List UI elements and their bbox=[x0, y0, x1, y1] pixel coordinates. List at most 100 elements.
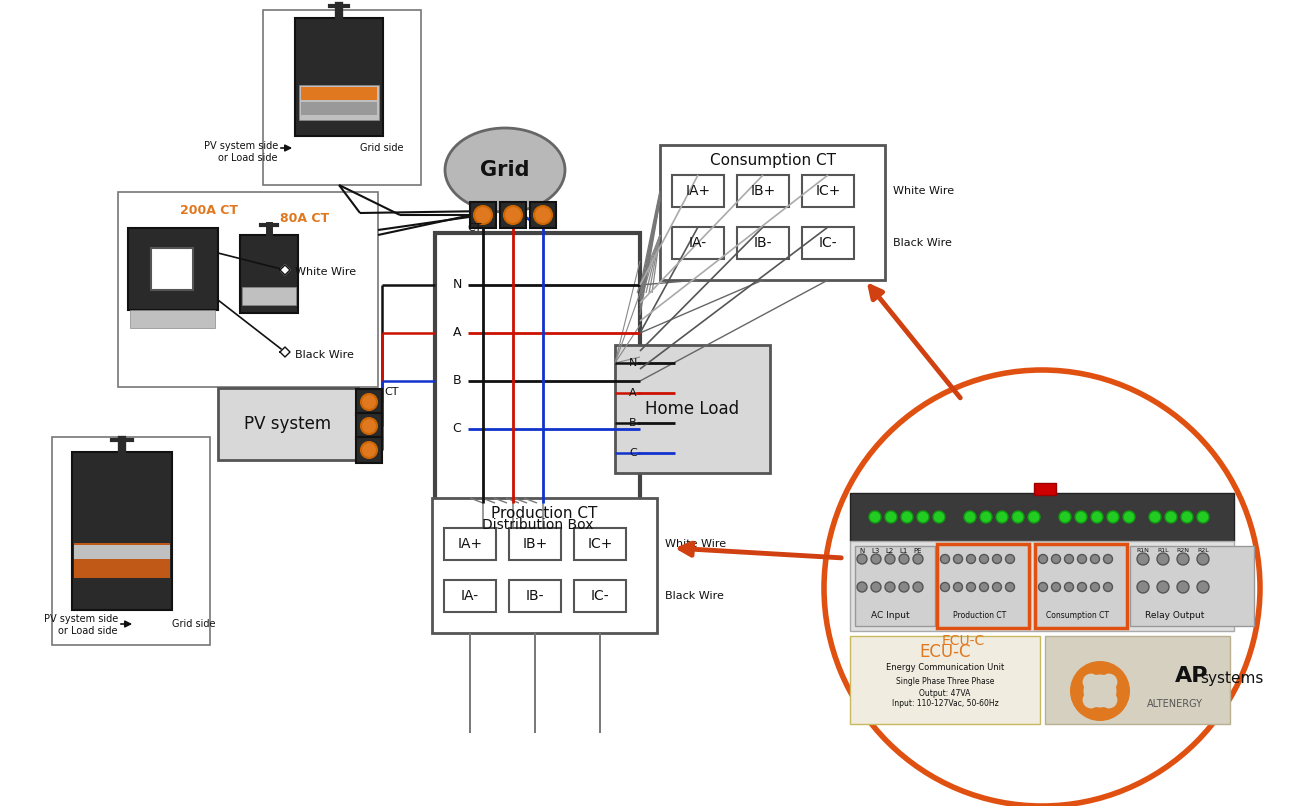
Circle shape bbox=[1065, 583, 1074, 592]
Bar bbox=[357, 389, 382, 415]
Bar bbox=[357, 413, 382, 439]
Circle shape bbox=[980, 511, 992, 523]
Circle shape bbox=[1165, 511, 1177, 523]
Bar bbox=[130, 310, 215, 328]
Text: Home Load: Home Load bbox=[645, 400, 740, 418]
Circle shape bbox=[1091, 583, 1099, 592]
Circle shape bbox=[1083, 674, 1100, 691]
Text: L3: L3 bbox=[871, 548, 880, 554]
Circle shape bbox=[534, 206, 551, 224]
Circle shape bbox=[1005, 555, 1015, 563]
Circle shape bbox=[1137, 581, 1149, 593]
Text: R2N: R2N bbox=[1177, 549, 1190, 554]
Text: Black Wire: Black Wire bbox=[665, 591, 724, 601]
Circle shape bbox=[1091, 511, 1103, 523]
Bar bbox=[850, 493, 1234, 541]
Text: White Wire: White Wire bbox=[665, 539, 726, 549]
Text: AP: AP bbox=[1175, 666, 1208, 686]
Circle shape bbox=[996, 511, 1008, 523]
Bar bbox=[151, 248, 193, 290]
Bar bbox=[672, 227, 724, 259]
Text: ALTENERGY: ALTENERGY bbox=[1148, 699, 1203, 709]
Circle shape bbox=[1177, 581, 1188, 593]
Bar bbox=[240, 235, 297, 313]
Circle shape bbox=[992, 583, 1001, 592]
Circle shape bbox=[1070, 661, 1130, 721]
Circle shape bbox=[1157, 581, 1169, 593]
Bar bbox=[218, 388, 358, 460]
Circle shape bbox=[1177, 553, 1188, 565]
Circle shape bbox=[1065, 555, 1074, 563]
Ellipse shape bbox=[445, 128, 565, 212]
Circle shape bbox=[1149, 511, 1161, 523]
Text: C: C bbox=[629, 448, 637, 458]
Text: IA-: IA- bbox=[461, 589, 479, 603]
Circle shape bbox=[361, 418, 376, 434]
Bar bbox=[301, 87, 376, 100]
Bar bbox=[530, 202, 555, 228]
Circle shape bbox=[1198, 511, 1209, 523]
Bar bbox=[53, 437, 211, 645]
Bar bbox=[443, 528, 496, 560]
Text: Input: 110-127Vac, 50-60Hz: Input: 110-127Vac, 50-60Hz bbox=[892, 700, 999, 708]
Circle shape bbox=[871, 582, 880, 592]
Circle shape bbox=[1012, 511, 1024, 523]
Circle shape bbox=[901, 511, 913, 523]
Circle shape bbox=[966, 555, 975, 563]
Bar bbox=[436, 233, 640, 503]
Text: L1: L1 bbox=[900, 548, 908, 554]
Bar bbox=[801, 175, 854, 207]
Text: A: A bbox=[453, 326, 461, 339]
Text: Output: 47VA: Output: 47VA bbox=[920, 688, 971, 697]
Text: Grid: Grid bbox=[480, 160, 530, 180]
Circle shape bbox=[979, 583, 988, 592]
Bar bbox=[500, 202, 526, 228]
Bar bbox=[855, 546, 934, 626]
Text: IA+: IA+ bbox=[458, 537, 483, 551]
Bar bbox=[737, 175, 790, 207]
Text: B: B bbox=[453, 375, 462, 388]
Circle shape bbox=[1005, 583, 1015, 592]
Text: Relay Output: Relay Output bbox=[1145, 612, 1204, 621]
Circle shape bbox=[884, 511, 898, 523]
Circle shape bbox=[913, 582, 923, 592]
Bar bbox=[574, 528, 626, 560]
Circle shape bbox=[474, 206, 492, 224]
Text: ECU-C: ECU-C bbox=[942, 634, 986, 648]
Circle shape bbox=[1059, 511, 1071, 523]
Polygon shape bbox=[280, 265, 290, 275]
Text: Distribution Box: Distribution Box bbox=[482, 518, 594, 532]
Text: CT: CT bbox=[384, 387, 399, 397]
Bar bbox=[1034, 483, 1055, 495]
Circle shape bbox=[1075, 511, 1087, 523]
Circle shape bbox=[913, 554, 923, 564]
Text: N: N bbox=[629, 358, 637, 368]
Bar bbox=[661, 145, 884, 280]
Text: Consumption CT: Consumption CT bbox=[1046, 612, 1109, 621]
Circle shape bbox=[1198, 581, 1209, 593]
Text: Grid side: Grid side bbox=[172, 619, 216, 629]
Circle shape bbox=[1091, 555, 1099, 563]
Bar bbox=[615, 345, 770, 473]
Text: White Wire: White Wire bbox=[894, 186, 954, 196]
Text: CT: CT bbox=[467, 223, 482, 233]
Circle shape bbox=[1137, 553, 1149, 565]
Text: IB+: IB+ bbox=[522, 537, 547, 551]
Text: R1N: R1N bbox=[1137, 549, 1149, 554]
Circle shape bbox=[1083, 675, 1116, 708]
Circle shape bbox=[979, 555, 988, 563]
Text: IC+: IC+ bbox=[587, 537, 613, 551]
Text: PV system: PV system bbox=[245, 415, 332, 433]
Circle shape bbox=[1198, 553, 1209, 565]
Text: Production CT: Production CT bbox=[491, 506, 597, 521]
Bar bbox=[72, 452, 172, 610]
Circle shape bbox=[361, 394, 376, 410]
Circle shape bbox=[966, 583, 975, 592]
Bar bbox=[74, 543, 170, 578]
Bar bbox=[1130, 546, 1254, 626]
Text: ECU-C: ECU-C bbox=[920, 643, 971, 661]
Text: White Wire: White Wire bbox=[295, 267, 357, 277]
Circle shape bbox=[869, 511, 880, 523]
Text: IB-: IB- bbox=[754, 236, 772, 250]
Bar bbox=[672, 175, 724, 207]
